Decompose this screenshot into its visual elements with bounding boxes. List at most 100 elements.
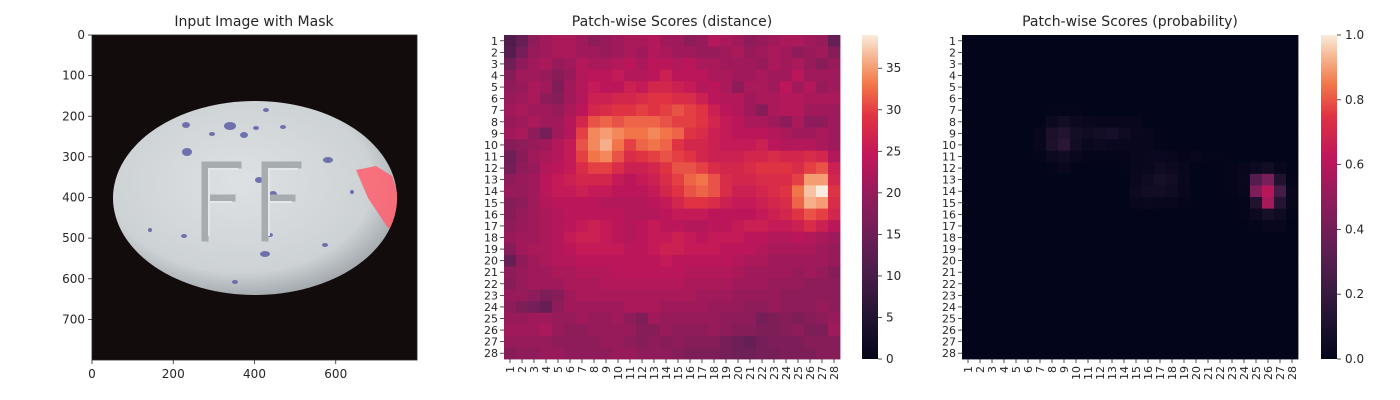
heatmap-cell — [720, 116, 733, 128]
heatmap-cell — [768, 266, 781, 279]
heatmap-cell — [504, 220, 517, 233]
heatmap-cell — [804, 162, 817, 175]
heatmap-cell — [816, 278, 829, 290]
heatmap-cell — [1058, 139, 1071, 152]
heatmap-cell — [1202, 197, 1215, 209]
heatmap-cell — [1154, 92, 1167, 105]
heatmap-cell — [660, 162, 673, 175]
heatmap-cell — [1202, 220, 1215, 233]
heatmap-cell — [974, 116, 987, 128]
heatmap-cell — [1118, 347, 1131, 360]
heatmap-cell — [792, 266, 805, 279]
heatmap-cell — [612, 197, 625, 209]
heatmap-cell — [768, 278, 781, 290]
heatmap-cell — [1034, 173, 1047, 186]
y-tick-label: 18 — [484, 232, 498, 245]
heatmap-cell — [1226, 324, 1239, 337]
heatmap-cell — [792, 220, 805, 233]
heatmap-cell — [1166, 173, 1179, 186]
heatmap-cell — [1022, 312, 1035, 325]
heatmap-cell — [1250, 81, 1263, 94]
heatmap-cell — [612, 289, 625, 302]
heatmap-cell — [792, 127, 805, 140]
heatmap-cell — [1274, 197, 1287, 209]
heatmap-cell — [624, 301, 637, 314]
heatmap-cell — [648, 104, 661, 117]
heatmap-cell — [1130, 301, 1143, 314]
y-tick-label: 24 — [942, 301, 956, 314]
heatmap-cell — [1010, 324, 1023, 337]
heatmap-cell — [516, 92, 529, 105]
heatmap-cell — [1010, 58, 1023, 71]
heatmap-cell — [1058, 127, 1071, 140]
heatmap-cell — [576, 185, 589, 198]
heatmap-cell — [576, 116, 589, 128]
heatmap-cell — [1058, 46, 1071, 59]
heatmap-cell — [1094, 35, 1107, 47]
y-tick-label: 12 — [942, 162, 956, 175]
heatmap-cell — [696, 104, 709, 117]
heatmap-cell — [828, 69, 841, 82]
heatmap-cell — [768, 185, 781, 198]
heatmap-cell — [684, 185, 697, 198]
heatmap-cell — [504, 347, 517, 360]
heatmap-cell — [1262, 127, 1275, 140]
y-tick-label: 8 — [949, 116, 956, 129]
heatmap-cell — [636, 127, 649, 140]
heatmap-cell — [1082, 220, 1095, 233]
heatmap-cell — [1034, 127, 1047, 140]
heatmap-cell — [1250, 220, 1263, 233]
heatmap-cell — [600, 46, 613, 59]
heatmap-cell — [974, 289, 987, 302]
heatmap-cell — [1190, 162, 1203, 175]
heatmap-cell — [1010, 104, 1023, 117]
heatmap-cell — [564, 324, 577, 337]
heatmap-cell — [962, 173, 975, 186]
y-tick-label: 14 — [484, 185, 498, 198]
heatmap-cell — [792, 278, 805, 290]
heatmap-cell — [1130, 289, 1143, 302]
heatmap-cell — [588, 254, 601, 267]
heatmap-cell — [732, 104, 745, 117]
heatmap-cell — [540, 324, 553, 337]
heatmap-cell — [648, 347, 661, 360]
heatmap-cell — [720, 46, 733, 59]
heatmap-cell — [1142, 173, 1155, 186]
heatmap-cell — [768, 243, 781, 256]
heatmap-cell — [720, 243, 733, 256]
heatmap-cell — [962, 139, 975, 152]
heatmap-cell — [986, 278, 999, 290]
heatmap-cell — [612, 220, 625, 233]
heatmap-cell — [1154, 254, 1167, 267]
heatmap-cell — [792, 162, 805, 175]
y-tick-label: 4 — [491, 70, 498, 83]
heatmap-cell — [636, 104, 649, 117]
heatmap-cell — [528, 185, 541, 198]
heatmap-cell — [564, 185, 577, 198]
heatmap-cell — [612, 173, 625, 186]
heatmap-cell — [600, 81, 613, 94]
heatmap-cell — [1238, 116, 1251, 128]
heatmap-cell — [540, 173, 553, 186]
heatmap-cell — [1118, 92, 1131, 105]
x-tick-label: 12 — [636, 366, 649, 380]
heatmap-cell — [636, 231, 649, 244]
heatmap-cell — [696, 231, 709, 244]
heatmap-cell — [588, 150, 601, 163]
heatmap-cell — [1262, 150, 1275, 163]
x-tick-label: 22 — [1214, 366, 1227, 380]
heatmap-cell — [720, 301, 733, 314]
heatmap-cell — [1130, 69, 1143, 82]
heatmap-cell — [744, 69, 757, 82]
heatmap-cell — [708, 46, 721, 59]
heatmap-cell — [1130, 208, 1143, 221]
heatmap-cell — [1022, 220, 1035, 233]
x-tick-label: 6 — [1022, 366, 1035, 373]
heatmap-cell — [600, 208, 613, 221]
heatmap-cell — [588, 312, 601, 325]
heatmap-cell — [732, 185, 745, 198]
heatmap-cell — [564, 220, 577, 233]
heatmap-cell — [1190, 139, 1203, 152]
heatmap-cell — [1130, 150, 1143, 163]
heatmap-cell — [1226, 81, 1239, 94]
